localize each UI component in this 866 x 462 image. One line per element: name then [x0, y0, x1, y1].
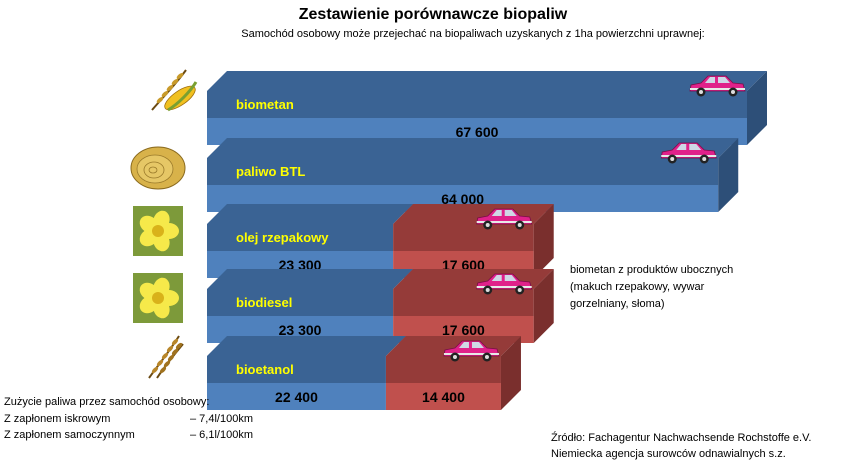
car-icon — [443, 340, 500, 362]
legend-note-line3: gorzelniany, słoma) — [570, 298, 665, 310]
bar-3-s1-upper — [207, 289, 394, 316]
bar-4-s2-upper — [385, 356, 501, 383]
chart-title: Zestawienie porównawcze biopaliw — [298, 6, 568, 23]
fuel-row-value: – 7,4l/100km — [190, 413, 253, 425]
value-label: 23 300 — [279, 322, 322, 338]
legend-note-line2: (makuch rzepakowy, wywar — [570, 281, 705, 293]
bar-0-side — [747, 71, 767, 145]
bar-3-s2-upper — [393, 289, 534, 316]
rapeseed-flower-icon — [133, 273, 183, 323]
bar-3-s1-top — [207, 269, 414, 289]
car-icon — [476, 273, 533, 295]
bar-4-s1-lower — [207, 383, 386, 410]
fuel-row-value: – 6,1l/100km — [190, 429, 253, 441]
category-label: paliwo BTL — [236, 164, 305, 179]
car-icon — [689, 75, 746, 97]
source-line1: Źródło: Fachagentur Nachwachsende Rochst… — [551, 432, 812, 444]
wheat-corn-icon — [151, 69, 198, 112]
category-label: biodiesel — [236, 295, 292, 310]
source-note: Źródło: Fachagentur Nachwachsende Rochst… — [551, 430, 812, 462]
fuel-row-label: Z zapłonem samoczynnym — [4, 429, 135, 441]
value-label: 64 000 — [441, 191, 484, 207]
bar-2-side — [533, 204, 554, 278]
value-label: 67 600 — [456, 124, 499, 140]
source-line2: Niemiecka agencja surowców odnawialnych … — [551, 448, 786, 460]
bar-2-s1-upper — [207, 224, 394, 251]
bar-1-side — [718, 138, 739, 212]
fuel-consumption-heading: Zużycie paliwa przez samochód osobowy: — [4, 396, 210, 408]
bar-0-s1-upper — [207, 91, 747, 118]
bar-4-s1-upper — [207, 356, 386, 383]
legend-note: biometan z produktów ubocznych (makuch r… — [570, 262, 760, 313]
chart-subtitle: Samochód osobowy może przejechać na biop… — [241, 28, 705, 40]
value-label: 17 600 — [442, 322, 485, 338]
bar-4-s2-lower — [385, 383, 501, 410]
bar-2-s1-top — [207, 204, 414, 224]
value-label: 14 400 — [422, 389, 465, 405]
rapeseed-flower-icon — [133, 206, 183, 256]
category-label: biometan — [236, 97, 294, 112]
value-label: 22 400 — [275, 389, 318, 405]
fuel-row-spark: Z zapłonem iskrowym – 7,4l/100km — [4, 413, 253, 425]
bar-1-s1-upper — [207, 158, 719, 185]
category-label: olej rzepakowy — [236, 230, 329, 245]
wheat-icon — [148, 335, 184, 379]
bar-4-side — [500, 336, 521, 410]
legend-note-line1: biometan z produktów ubocznych — [570, 264, 734, 276]
bar-4-s1-top — [207, 336, 406, 356]
fuel-row-diesel: Z zapłonem samoczynnym – 6,1l/100km — [4, 429, 253, 441]
bar-2-s2-upper — [393, 224, 534, 251]
fuel-row-label: Z zapłonem iskrowym — [4, 413, 111, 425]
category-label: bioetanol — [236, 362, 294, 377]
bar-3-side — [533, 269, 554, 343]
straw-bale-icon — [130, 146, 186, 190]
bar-0-s1-top — [207, 71, 767, 91]
bar-1-s1-top — [207, 138, 739, 158]
car-icon — [476, 208, 533, 230]
car-icon — [660, 142, 717, 164]
